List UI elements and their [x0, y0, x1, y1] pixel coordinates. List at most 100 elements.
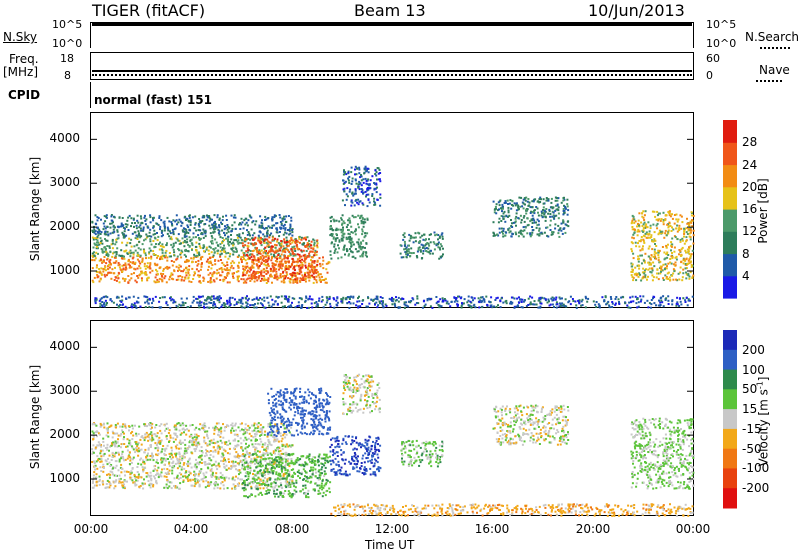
colorbar-swatch — [723, 231, 737, 255]
colorbar-swatch — [723, 468, 737, 489]
scatter-region-3 — [241, 236, 319, 282]
power-heatmap — [91, 138, 695, 309]
colorbar-swatch — [723, 142, 737, 166]
scatter-region-9 — [94, 295, 694, 309]
x-tick-label: 08:00 — [274, 522, 310, 536]
y-tick-label: 2000 — [49, 219, 80, 233]
colorbar-swatch — [723, 389, 737, 410]
scatter-region-7 — [630, 417, 695, 490]
y-tick-label: 3000 — [49, 175, 80, 189]
colorbar-tick-label: 24 — [742, 158, 758, 172]
cpid-tick — [90, 82, 91, 108]
scatter-region-1 — [241, 452, 332, 499]
colorbar-tick-label: -50 — [742, 442, 762, 456]
colorbar-swatch — [723, 330, 737, 351]
cpid-value: normal (fast) 151 — [94, 93, 212, 107]
freq-bottom-tick: 8 — [64, 69, 71, 82]
y-tick-label: 1000 — [49, 471, 80, 485]
freq-label: Freq. — [9, 52, 39, 66]
freq-panel — [90, 52, 694, 80]
colorbar-tick-label: 100 — [742, 363, 765, 377]
colorbar-swatch — [723, 209, 737, 232]
freq-unit: [MHz] — [3, 65, 39, 79]
colorbar-swatch — [723, 428, 737, 450]
cpid-label: CPID — [8, 88, 41, 102]
nsearch-dotted-line — [760, 47, 790, 49]
colorbar-tick-label: 50 — [742, 382, 758, 396]
velocity-colorbar-label: Velocity [m s-1] — [755, 376, 771, 467]
nsky-label: N.Sky — [3, 30, 38, 44]
scatter-region-8 — [330, 503, 694, 517]
y-tick-label: 4000 — [49, 131, 80, 145]
nsearch-label: N.Search — [745, 30, 800, 44]
colorbar-swatch — [723, 488, 737, 509]
x-tick-label: 20:00 — [575, 522, 611, 536]
scatter-region-2 — [266, 387, 332, 438]
colorbar-swatch — [723, 253, 737, 277]
x-tick-label: 04:00 — [173, 522, 209, 536]
nsearch-top-tick: 10^5 — [706, 18, 737, 31]
scatter-region-5 — [341, 165, 382, 208]
colorbar-tick-label: 8 — [742, 247, 750, 261]
power-colorbar — [723, 120, 737, 299]
x-tick-label: 12:00 — [374, 522, 410, 536]
nave-label: Nave — [759, 63, 790, 77]
colorbar-tick-label: 200 — [742, 343, 765, 357]
colorbar-swatch — [723, 120, 737, 143]
colorbar-tick-label: 16 — [742, 202, 758, 216]
nsky-panel — [90, 22, 694, 48]
scatter-region-5 — [400, 439, 444, 468]
x-tick-label: 00:00 — [73, 522, 109, 536]
colorbar-tick-label: 20 — [742, 180, 758, 194]
y-tick-label: 4000 — [49, 339, 80, 353]
colorbar-swatch — [723, 275, 737, 299]
scatter-region-2 — [91, 214, 294, 238]
scatter-region-6 — [399, 231, 444, 260]
scatter-region-7 — [492, 196, 570, 238]
colorbar-swatch — [723, 186, 737, 210]
x-tick-label: 16:00 — [474, 522, 510, 536]
date-label: 10/Jun/2013 — [588, 1, 685, 20]
y-tick-label: 2000 — [49, 427, 80, 441]
power-ylabel: Slant Range [km] — [28, 156, 42, 262]
velocity-panel-frame — [90, 320, 694, 516]
x-tick-label: 00:00 — [675, 522, 711, 536]
velocity-heatmap — [91, 346, 695, 517]
colorbar-tick-label: -200 — [742, 481, 770, 495]
power-colorbar-label: Power [dB] — [756, 178, 770, 244]
nsky-bar — [92, 23, 692, 26]
colorbar-swatch — [723, 164, 737, 188]
scatter-region-0 — [91, 422, 294, 490]
scatter-region-4 — [342, 373, 381, 416]
colorbar-tick-label: 15 — [742, 402, 758, 416]
nave-top-tick: 60 — [706, 52, 720, 65]
nsky-bottom-tick: 10^0 — [52, 37, 83, 50]
power-panel-frame — [90, 112, 694, 308]
x-axis-label: Time UT — [365, 538, 415, 552]
colorbar-swatch — [723, 349, 737, 371]
colorbar-tick-label: 12 — [742, 224, 758, 238]
colorbar-tick-label: -100 — [742, 461, 770, 475]
freq-top-tick: 18 — [60, 52, 74, 65]
nsky-top-tick: 10^5 — [52, 18, 83, 31]
colorbar-tick-label: -15 — [742, 422, 762, 436]
nave-dotted-marker — [756, 80, 782, 82]
y-tick-label: 3000 — [49, 383, 80, 397]
freq-line — [92, 70, 692, 72]
radar-name: TIGER (fitACF) — [92, 1, 206, 20]
scatter-region-8 — [630, 210, 695, 282]
scatter-region-6 — [492, 404, 570, 446]
colorbar-swatch — [723, 448, 737, 469]
nave-bottom-tick: 0 — [706, 69, 713, 82]
nsearch-bottom-tick: 10^0 — [706, 37, 737, 50]
scatter-region-4 — [329, 214, 369, 260]
beam-label: Beam 13 — [354, 1, 426, 20]
colorbar-tick-label: 28 — [742, 135, 758, 149]
scatter-region-3 — [329, 435, 382, 477]
velocity-ylabel: Slant Range [km] — [28, 364, 42, 470]
colorbar-tick-label: 4 — [742, 269, 750, 283]
colorbar-swatch — [723, 409, 737, 430]
velocity-colorbar — [723, 330, 737, 509]
colorbar-swatch — [723, 369, 737, 390]
y-tick-label: 1000 — [49, 263, 80, 277]
